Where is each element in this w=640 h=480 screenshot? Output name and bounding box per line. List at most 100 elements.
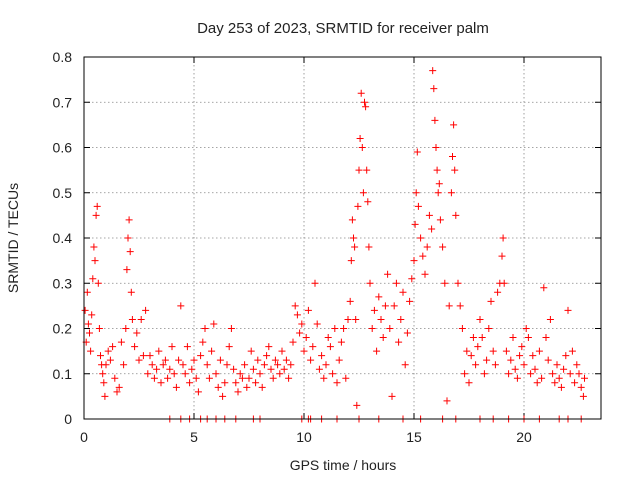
data-point-marker	[95, 325, 103, 332]
data-point-marker	[555, 374, 563, 382]
data-point-marker	[311, 279, 319, 287]
data-point-marker	[117, 338, 125, 346]
data-point-marker	[549, 370, 557, 378]
data-point-marker	[106, 356, 114, 364]
data-point-marker	[298, 320, 306, 328]
data-point-marker	[410, 257, 418, 265]
data-point-marker	[474, 343, 482, 351]
data-point-marker	[575, 370, 583, 378]
data-point-marker	[302, 334, 310, 342]
data-point-marker	[81, 306, 89, 314]
data-point-marker	[227, 325, 235, 332]
x-tick-label: 10	[296, 429, 312, 445]
data-point-marker	[190, 356, 198, 364]
y-tick-label: 0.5	[53, 185, 73, 201]
data-point-marker	[131, 343, 139, 351]
data-point-marker	[274, 361, 282, 369]
data-point-marker	[419, 252, 427, 260]
data-point-marker	[568, 347, 576, 355]
data-point-marker	[451, 166, 459, 174]
data-point-marker	[535, 347, 543, 355]
data-point-marker	[243, 383, 251, 391]
data-point-marker	[214, 383, 222, 391]
data-point-marker	[375, 293, 383, 301]
points-layer	[81, 67, 588, 423]
data-point-marker	[362, 103, 370, 111]
data-point-marker	[104, 347, 112, 355]
data-point-marker	[428, 225, 436, 233]
data-point-marker	[401, 361, 409, 369]
data-point-marker	[139, 352, 147, 360]
data-point-marker	[276, 370, 284, 378]
data-point-marker	[377, 315, 385, 323]
data-point-marker	[388, 392, 396, 400]
data-point-marker	[102, 361, 110, 369]
data-point-marker	[124, 234, 132, 242]
data-point-marker	[271, 356, 279, 364]
data-point-marker	[267, 365, 275, 373]
data-point-marker	[245, 374, 253, 382]
data-point-marker	[483, 356, 491, 364]
data-point-marker	[476, 315, 484, 323]
data-point-marker	[90, 243, 98, 251]
data-point-marker	[309, 343, 317, 351]
data-point-marker	[491, 361, 499, 369]
data-point-marker	[384, 270, 392, 278]
data-point-marker	[406, 297, 414, 305]
data-point-marker	[531, 365, 539, 373]
data-point-marker	[175, 356, 183, 364]
data-point-marker	[485, 325, 493, 332]
data-point-marker	[560, 365, 568, 373]
data-point-marker	[335, 356, 343, 364]
data-point-marker	[340, 325, 348, 332]
data-point-marker	[571, 379, 579, 387]
data-point-marker	[386, 325, 394, 332]
data-point-marker	[413, 148, 421, 156]
data-point-marker	[546, 315, 554, 323]
data-point-marker	[210, 320, 218, 328]
data-point-marker	[439, 243, 447, 251]
data-point-marker	[291, 302, 299, 310]
data-point-marker	[395, 338, 403, 346]
data-point-marker	[518, 343, 526, 351]
data-point-marker	[344, 315, 352, 323]
y-axis-label: SRMTID / TECUs	[5, 183, 21, 293]
data-point-marker	[92, 211, 100, 219]
data-point-marker	[538, 374, 546, 382]
data-point-marker	[452, 211, 460, 219]
data-point-marker	[88, 311, 96, 319]
data-point-marker	[421, 270, 429, 278]
data-point-marker	[430, 85, 438, 93]
data-point-marker	[186, 379, 194, 387]
data-point-marker	[177, 302, 185, 310]
x-axis-label: GPS time / hours	[290, 457, 397, 473]
data-point-marker	[111, 374, 119, 382]
data-point-marker	[435, 180, 443, 188]
data-point-marker	[346, 297, 354, 305]
data-point-marker	[494, 288, 502, 296]
data-point-marker	[258, 383, 266, 391]
data-point-marker	[356, 134, 364, 142]
data-point-marker	[157, 379, 165, 387]
data-point-marker	[197, 352, 205, 360]
data-point-marker	[502, 347, 510, 355]
data-point-marker	[296, 329, 304, 337]
data-point-marker	[408, 275, 416, 283]
data-point-marker	[86, 329, 93, 337]
data-point-marker	[170, 370, 178, 378]
data-point-marker	[542, 334, 550, 342]
data-point-marker	[351, 243, 359, 251]
data-point-marker	[566, 370, 574, 378]
data-point-marker	[320, 374, 328, 382]
data-point-marker	[84, 320, 92, 328]
data-point-marker	[363, 166, 371, 174]
data-point-marker	[417, 234, 425, 242]
data-point-marker	[331, 325, 339, 332]
data-point-marker	[265, 343, 273, 351]
data-point-marker	[454, 279, 462, 287]
data-point-marker	[359, 189, 367, 197]
data-point-marker	[225, 343, 233, 351]
data-point-marker	[516, 352, 524, 360]
data-point-marker	[403, 329, 411, 337]
data-point-marker	[562, 352, 570, 360]
